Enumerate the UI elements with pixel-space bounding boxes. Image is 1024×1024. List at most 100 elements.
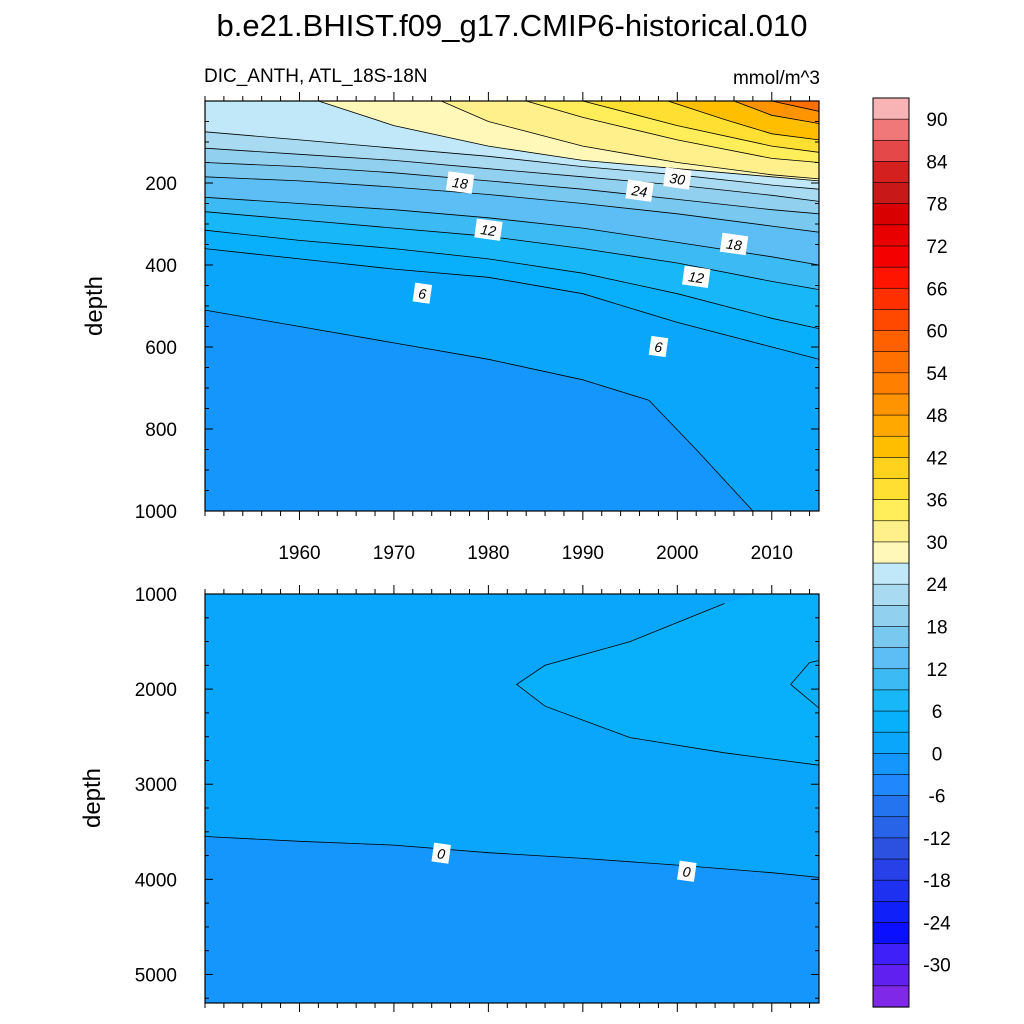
upper-contour-label-box xyxy=(474,218,503,241)
colorbar-label: -30 xyxy=(923,956,950,977)
upper-contour-line xyxy=(318,101,819,182)
upper-y-tick-label: 200 xyxy=(145,174,177,195)
lower-y-tick-label: 4000 xyxy=(135,870,177,891)
lower-contour-label-box xyxy=(431,842,451,864)
chart-title: b.e21.BHIST.f09_g17.CMIP6-historical.010 xyxy=(216,8,807,43)
upper-contour-line xyxy=(205,176,819,233)
upper-contour-line xyxy=(205,131,819,190)
lower-contour-label-box xyxy=(677,860,697,882)
upper-contour-label: 6 xyxy=(417,285,427,302)
units-subtitle: mmol/m^3 xyxy=(733,68,820,89)
colorbar-label: 72 xyxy=(926,237,947,258)
lower-y-tick-label: 5000 xyxy=(135,965,177,986)
upper-contour-line xyxy=(733,101,819,124)
colorbar-swatch xyxy=(872,985,910,1008)
upper-x-tick-label: 1980 xyxy=(467,543,509,564)
colorbar-swatch xyxy=(872,562,910,585)
colorbar-label: 36 xyxy=(926,491,947,512)
lower-plot-frame xyxy=(204,593,820,1004)
colorbar-label: -6 xyxy=(929,787,946,808)
colorbar-swatch xyxy=(872,372,910,395)
colorbar-swatch xyxy=(872,943,910,966)
colorbar-swatch xyxy=(872,139,910,163)
colorbar-swatch xyxy=(872,710,910,733)
colorbar-swatch xyxy=(872,351,910,374)
colorbar-label: -24 xyxy=(923,913,951,934)
colorbar-swatch xyxy=(872,689,910,712)
upper-contour-label: 18 xyxy=(451,174,469,192)
upper-y-tick-label: 600 xyxy=(145,338,177,359)
lower-y-axis-label: depth xyxy=(79,768,106,828)
colorbar-swatch xyxy=(872,478,910,501)
colorbar-label: 6 xyxy=(932,702,943,723)
colorbar-swatch xyxy=(872,774,910,797)
upper-contour-label-box xyxy=(682,265,711,289)
colorbar-swatch xyxy=(872,605,910,628)
colorbar-swatch xyxy=(872,457,910,480)
lower-contour-labels: 00 xyxy=(431,842,697,882)
lower-fill-region xyxy=(205,836,819,1003)
colorbar: 908478726660544842363024181260-6-12-18-2… xyxy=(872,97,951,1008)
upper-contour-lines xyxy=(205,101,819,511)
colorbar-swatch xyxy=(872,118,910,141)
upper-y-tick-label: 400 xyxy=(145,256,177,277)
colorbar-swatch xyxy=(872,266,910,289)
colorbar-label: 66 xyxy=(926,279,947,300)
colorbar-label: -18 xyxy=(923,871,950,892)
upper-contour-label: 30 xyxy=(668,170,686,188)
upper-x-tick-label: 1990 xyxy=(562,543,604,564)
upper-contour-line xyxy=(205,196,819,266)
upper-contour-label: 12 xyxy=(480,221,498,239)
colorbar-swatch xyxy=(872,541,910,564)
upper-axes: 200 400 600 800 1000 1960 1970 1980 1990 2000 2010 xyxy=(135,92,819,564)
colorbar-swatch xyxy=(872,816,910,839)
lower-contour-lines xyxy=(205,594,819,878)
upper-contour-line xyxy=(205,309,754,511)
colorbar-swatch xyxy=(872,647,910,670)
colorbar-swatch xyxy=(872,795,910,818)
upper-contour-line xyxy=(526,101,819,163)
colorbar-swatch xyxy=(872,922,910,945)
colorbar-swatch xyxy=(872,499,910,522)
colorbar-swatch xyxy=(872,287,910,310)
upper-contour-label-box xyxy=(412,282,433,304)
colorbar-swatch xyxy=(872,753,910,776)
colorbar-label: -12 xyxy=(923,829,950,850)
colorbar-swatch xyxy=(872,901,910,924)
colorbar-swatch xyxy=(872,182,910,205)
colorbar-label: 48 xyxy=(926,406,947,427)
lower-contour-label: 0 xyxy=(682,863,692,880)
colorbar-frame xyxy=(872,97,910,1008)
colorbar-swatch xyxy=(872,731,910,754)
upper-contour-line xyxy=(205,162,819,215)
upper-contour-line xyxy=(205,147,819,202)
colorbar-swatch xyxy=(872,97,910,120)
upper-x-tick-label: 1960 xyxy=(278,543,320,564)
upper-contour-label-box xyxy=(445,171,475,194)
upper-y-tick-label: 1000 xyxy=(135,502,177,523)
colorbar-label: 54 xyxy=(926,364,948,385)
colorbar-label: 30 xyxy=(926,533,947,554)
colorbar-label: 12 xyxy=(926,660,947,681)
colorbar-swatch xyxy=(872,837,910,860)
lower-fill-region xyxy=(790,660,819,709)
colorbar-swatch xyxy=(872,879,910,902)
upper-contour-line xyxy=(441,101,819,180)
lower-contour-fills xyxy=(205,594,819,1003)
colorbar-swatch xyxy=(872,583,910,606)
upper-contour-fills xyxy=(205,101,819,511)
colorbar-swatch xyxy=(872,520,910,543)
colorbar-swatch xyxy=(872,858,910,881)
colorbar-label: 24 xyxy=(926,575,948,596)
colorbar-label: 0 xyxy=(932,744,943,765)
colorbar-swatch xyxy=(872,330,910,353)
colorbar-swatch xyxy=(872,393,910,416)
lower-axes: 1000 2000 3000 4000 5000 xyxy=(135,585,819,1012)
lower-contour-line xyxy=(790,660,819,709)
upper-contour-line xyxy=(582,101,819,153)
upper-x-tick-label: 2000 xyxy=(656,543,698,564)
upper-contour-label-box xyxy=(719,232,749,256)
lower-contour-line xyxy=(516,594,819,766)
